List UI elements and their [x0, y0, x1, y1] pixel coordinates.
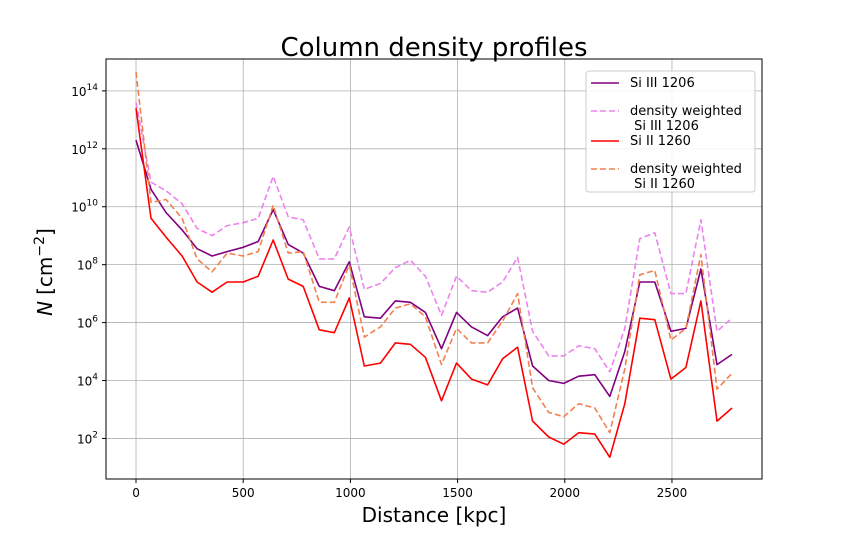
x-tick-label: 0 [132, 486, 140, 500]
y-tick-label: 1012 [71, 141, 98, 157]
y-tick-label: 108 [77, 257, 98, 273]
series-line-3 [135, 108, 733, 459]
y-tick-label: 1014 [71, 83, 98, 99]
x-tick-label: 1500 [442, 486, 473, 500]
series-lines [135, 71, 733, 459]
legend-label-2: density weighted Si III 1206 [630, 104, 742, 134]
y-tick-label: 104 [77, 373, 98, 389]
x-tick-label: 1000 [335, 486, 366, 500]
chart-title: Column density profiles [280, 33, 587, 63]
plot-frame [105, 58, 763, 480]
legend-label-3: Si II 1260 [630, 134, 691, 149]
x-axis-label: Distance [kpc] [362, 503, 507, 527]
y-tick-label: 102 [77, 430, 98, 446]
x-tick-label: 500 [232, 486, 255, 500]
y-axis-label-close: ] [33, 228, 57, 236]
legend-label-4: density weighted Si II 1260 [630, 162, 742, 192]
series-line-2 [135, 102, 733, 373]
axis-ticks: 0 500 1000 1500 2000 2500 102 104 106 108 1010 1012… [71, 83, 687, 500]
y-axis-label: N [cm−2] [32, 228, 57, 316]
series-line-4 [135, 71, 733, 434]
x-tick-label: 2500 [657, 486, 688, 500]
y-axis-label-unit: [cm [33, 257, 57, 295]
y-axis-label-symbol: N [33, 301, 57, 316]
y-tick-label: 106 [77, 315, 98, 331]
x-tick-label: 2000 [549, 486, 580, 500]
legend-label-1: Si III 1206 [630, 76, 695, 91]
legend: Si III 1206 density weighted Si III 1206S… [585, 70, 756, 193]
legend-box [585, 70, 756, 193]
y-tick-label: 1010 [71, 199, 98, 215]
y-axis-label-exponent: −2 [32, 236, 48, 257]
